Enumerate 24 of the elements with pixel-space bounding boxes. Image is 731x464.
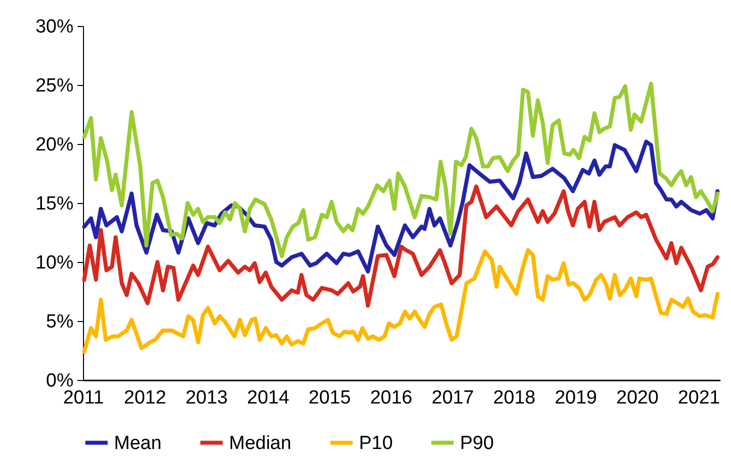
legend-label: P90 [460, 432, 494, 454]
y-tick-label: 30% [35, 16, 74, 38]
x-tick-label: 2017 [432, 388, 474, 408]
line-series [82, 184, 720, 308]
legend-label: P10 [359, 432, 393, 454]
x-tick-label: 2015 [308, 388, 351, 408]
y-tick-label: 5% [46, 312, 74, 332]
legend-label: Mean [114, 432, 162, 454]
x-tick-label: 2018 [493, 388, 536, 408]
x-tick-label: 2012 [124, 388, 166, 408]
x-tick-label: 2019 [554, 388, 598, 408]
line-series [82, 248, 720, 354]
y-tick-label: 20% [35, 134, 74, 156]
x-tick-label: 2020 [616, 388, 659, 408]
y-tick-label: 10% [35, 252, 74, 274]
line-series [82, 82, 720, 258]
y-tick-label: 15% [35, 194, 74, 214]
x-tick-label: 2014 [246, 388, 290, 408]
legend-label: Median [229, 432, 292, 454]
x-tick-label: 2016 [370, 388, 412, 408]
x-tick-label: 2013 [185, 388, 228, 408]
line-series [82, 140, 720, 274]
x-tick-label: 2021 [678, 388, 720, 408]
y-tick-label: 25% [35, 76, 74, 96]
